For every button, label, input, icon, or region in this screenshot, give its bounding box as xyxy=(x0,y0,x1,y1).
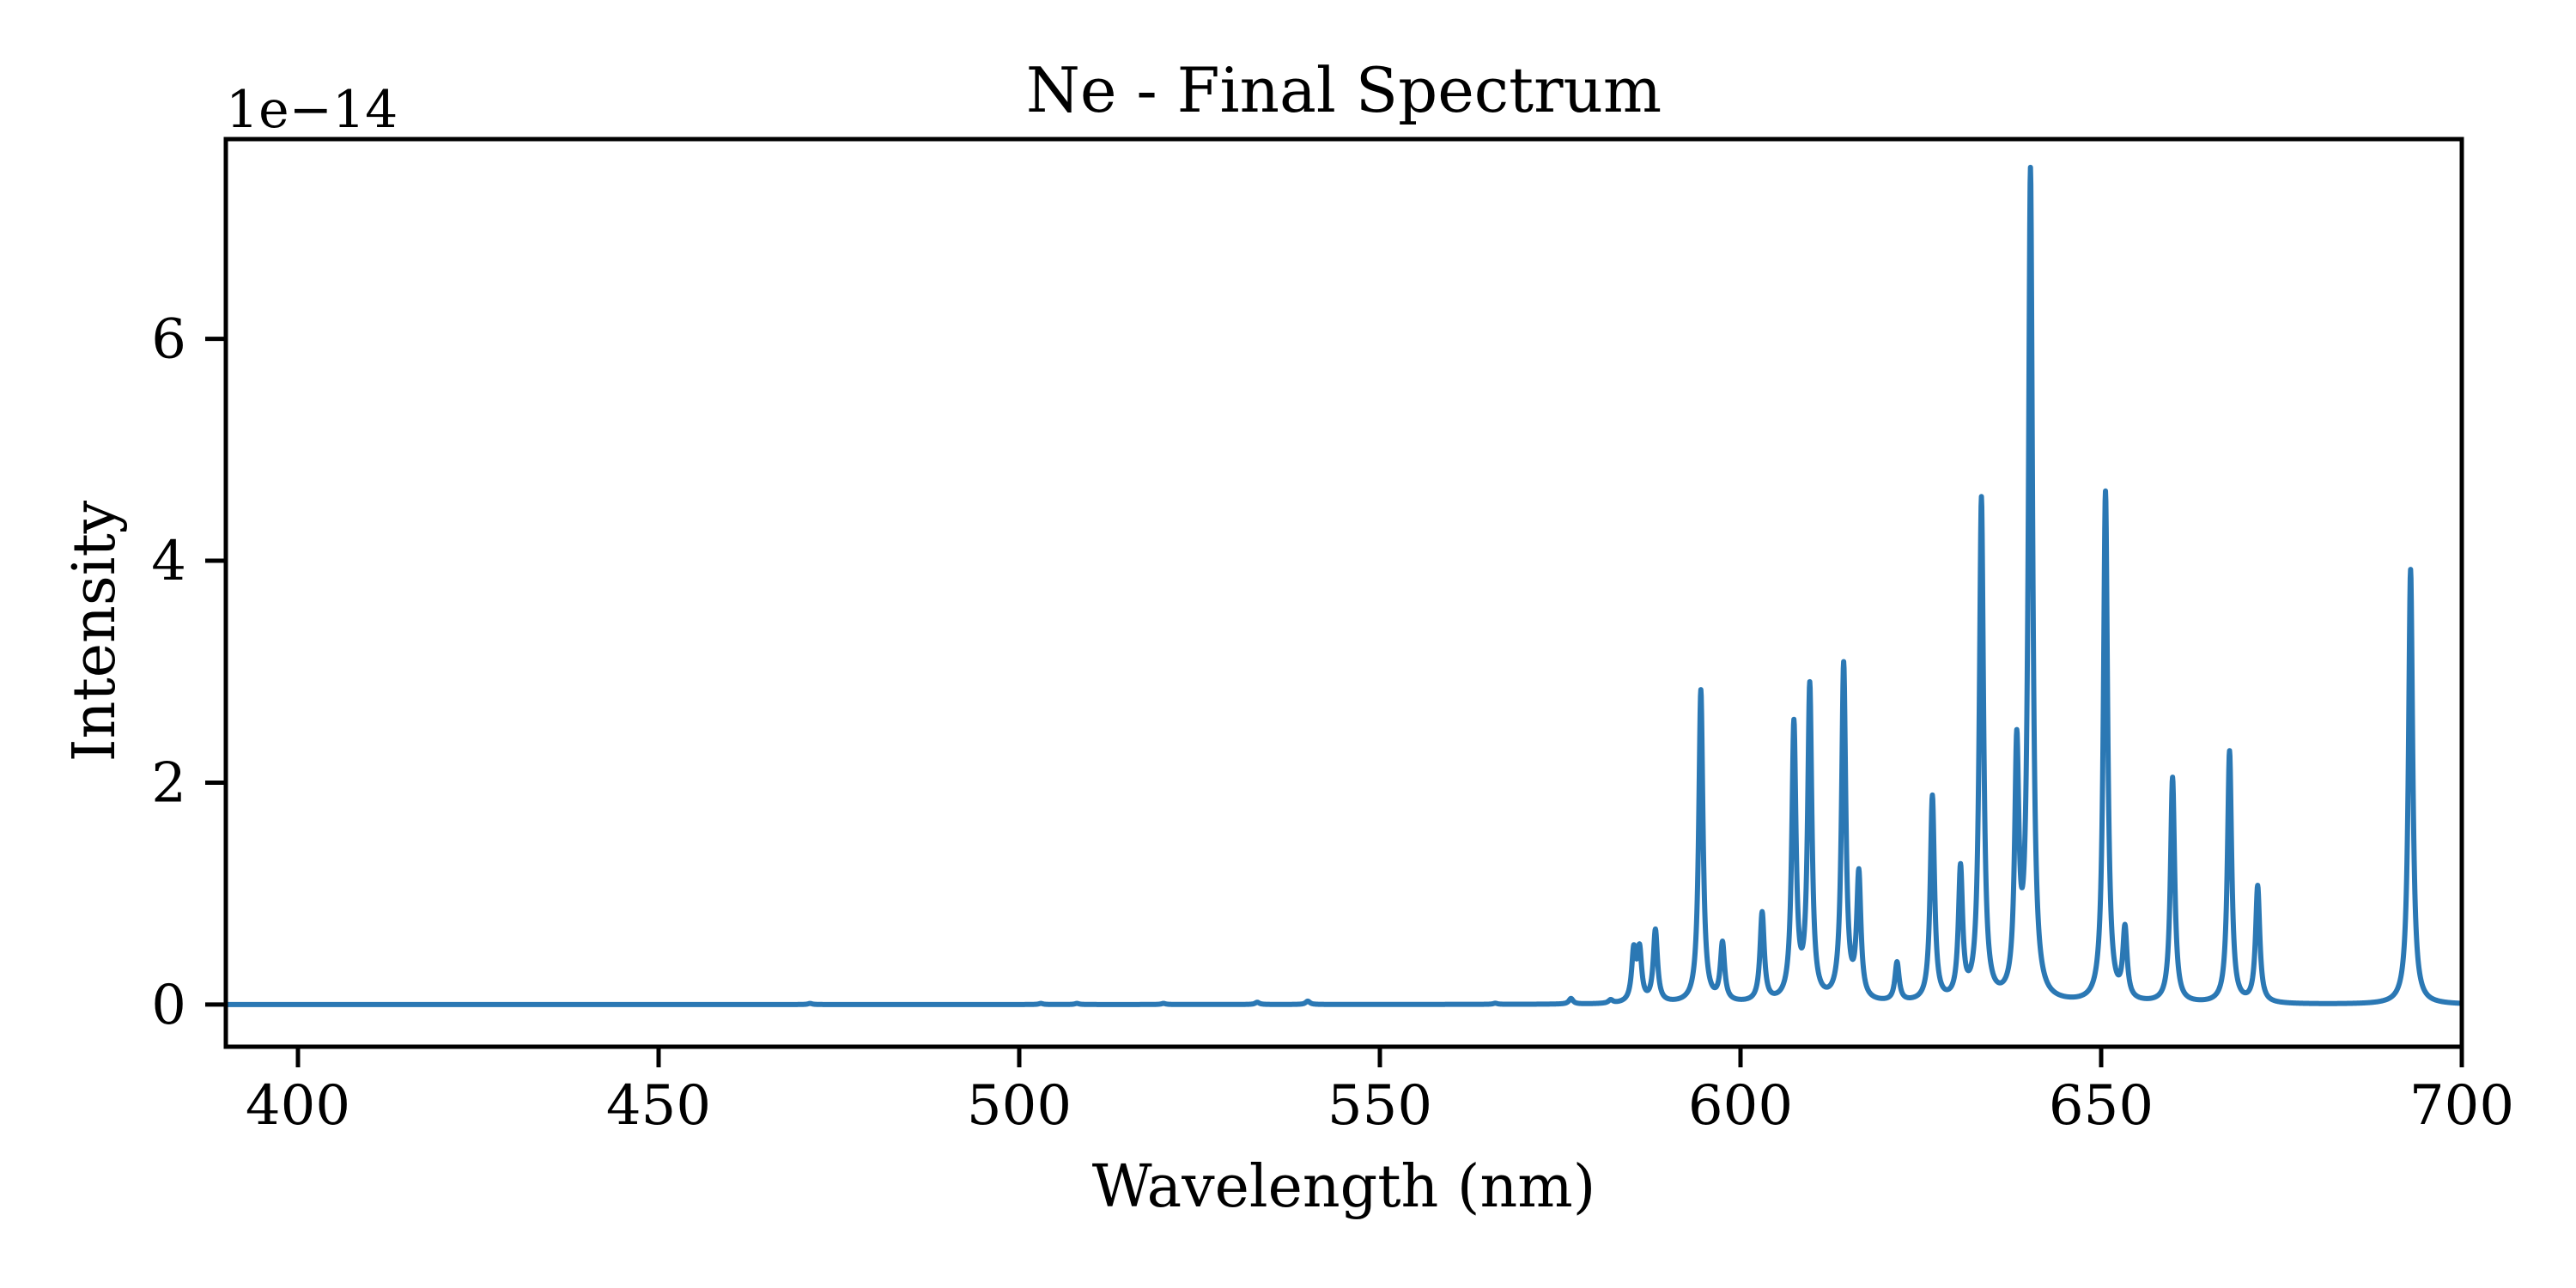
plot-frame xyxy=(223,137,2464,1049)
y-axis-label: Intensity xyxy=(61,500,129,762)
y-tick-label: 0 xyxy=(151,974,186,1037)
y-tick-label: 6 xyxy=(151,308,186,372)
chart-title: Ne - Final Spectrum xyxy=(1026,54,1662,126)
x-tick-label: 650 xyxy=(2049,1074,2154,1138)
x-tick-label: 600 xyxy=(1688,1074,1793,1138)
x-axis-label: Wavelength (nm) xyxy=(1092,1153,1596,1221)
x-axis-ticks: 400 450 500 550 600 650 700 xyxy=(246,1047,2514,1138)
x-tick-label: 450 xyxy=(606,1074,711,1138)
y-tick-label: 4 xyxy=(151,530,186,593)
x-tick-label: 500 xyxy=(967,1074,1072,1138)
y-tick-label: 2 xyxy=(151,751,186,815)
x-tick-label: 700 xyxy=(2409,1074,2514,1138)
x-tick-label: 400 xyxy=(246,1074,350,1138)
y-axis-ticks: 0 2 4 6 xyxy=(151,308,226,1037)
x-tick-label: 550 xyxy=(1327,1074,1432,1138)
spectrum-line xyxy=(223,164,2464,1007)
y-offset-text: 1e−14 xyxy=(226,80,398,140)
